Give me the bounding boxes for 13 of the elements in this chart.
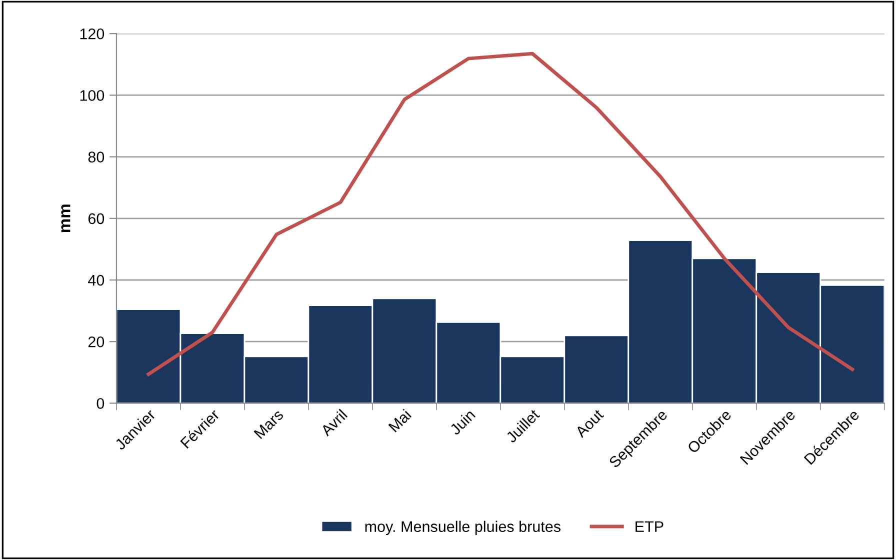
legend-label: ETP xyxy=(636,521,664,532)
x-tick-label: Juin xyxy=(448,408,476,436)
y-axis-title: mm xyxy=(61,204,70,232)
y-tick-label: 40 xyxy=(88,274,104,286)
y-tick-label: 20 xyxy=(88,336,104,348)
x-tick-label: Mai xyxy=(388,408,412,433)
y-tick-label: 80 xyxy=(88,152,104,162)
line-series xyxy=(146,52,854,376)
legend-label: moy. Mensuelle pluies brutes xyxy=(365,520,560,536)
y-tick-label: 0 xyxy=(96,398,104,409)
y-tick-label: 100 xyxy=(80,90,104,101)
y-tick-label: 60 xyxy=(88,213,104,224)
y-tick-label: 120 xyxy=(80,28,104,40)
